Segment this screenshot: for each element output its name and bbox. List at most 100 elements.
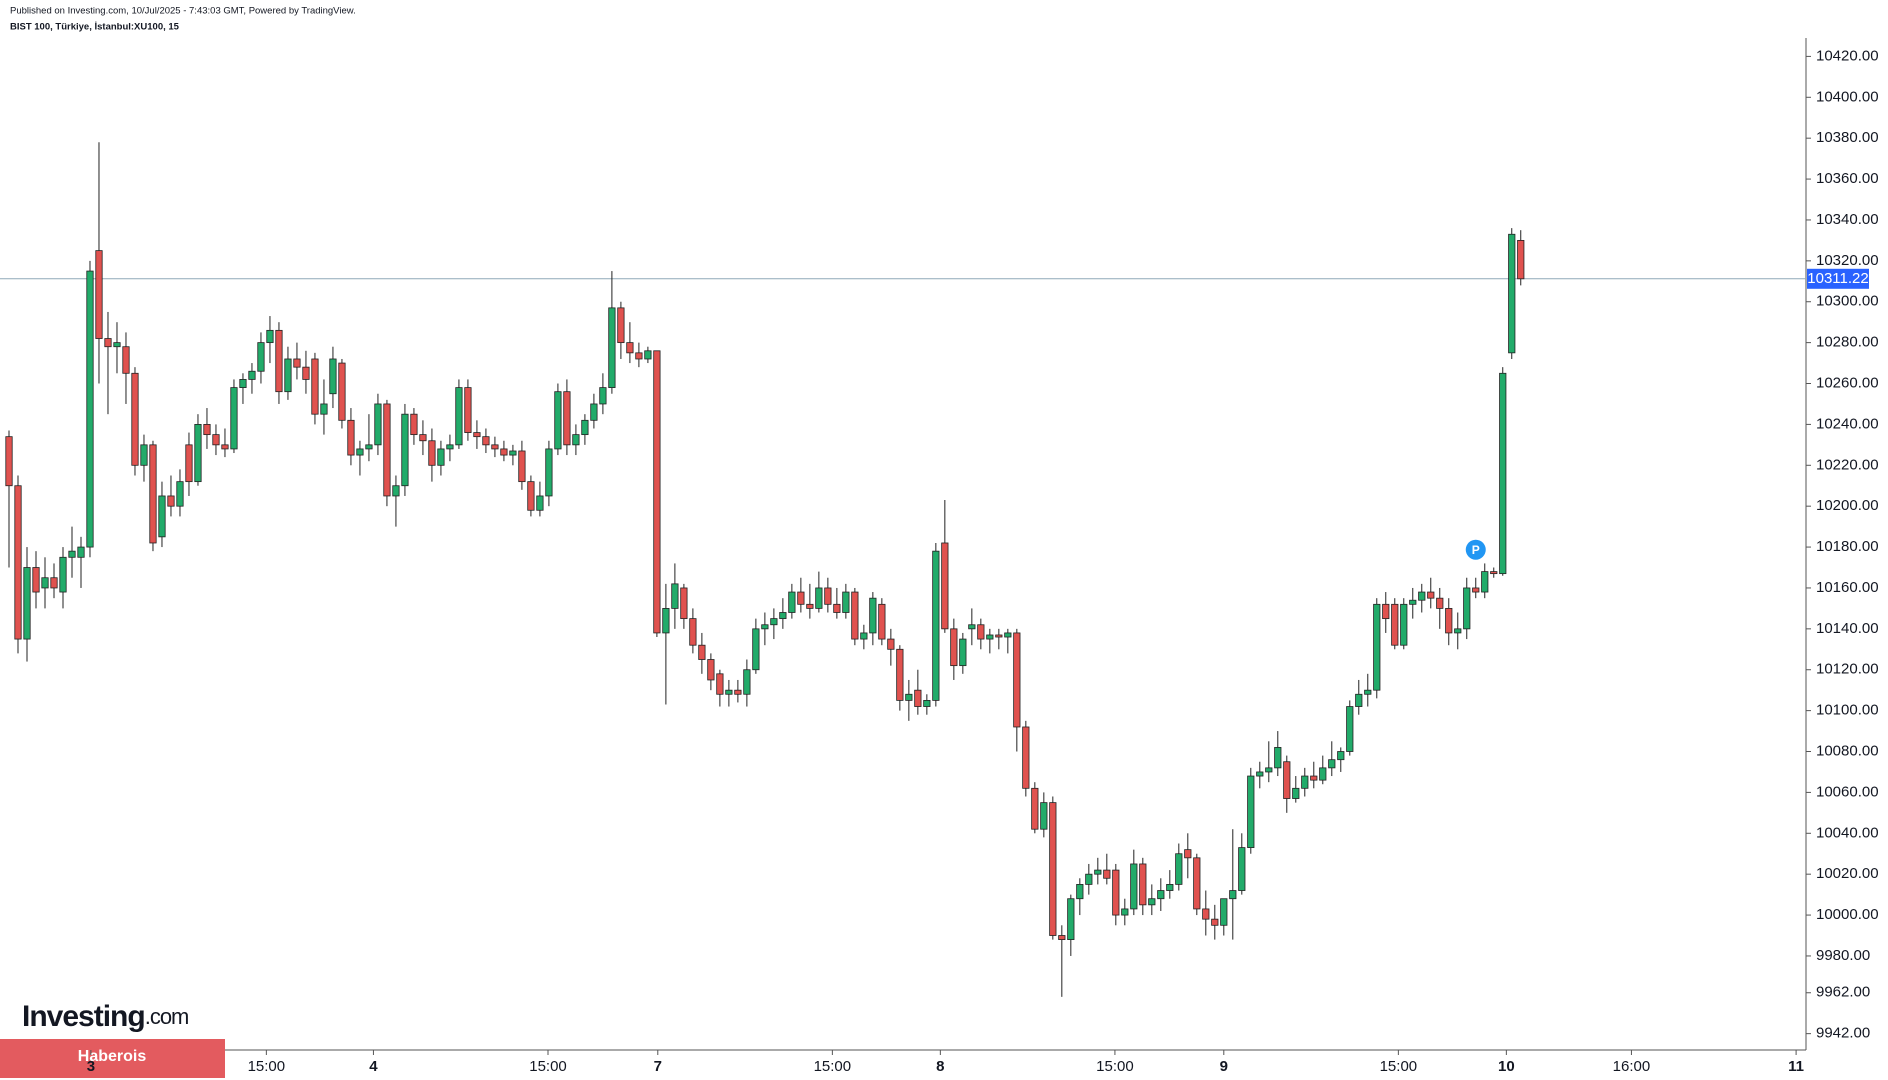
- candle-body: [626, 342, 634, 354]
- y-tick-label: 10060.00: [1816, 783, 1879, 800]
- candle-body: [68, 550, 76, 558]
- candle-body: [995, 634, 1003, 638]
- candle-body: [923, 700, 931, 707]
- candle-body: [176, 481, 184, 507]
- candle-body: [401, 413, 409, 487]
- candle-body: [1067, 898, 1075, 941]
- candle-body: [374, 403, 382, 446]
- candle-body: [59, 556, 67, 593]
- y-tick-label: 10340.00: [1816, 211, 1879, 228]
- x-tick-label: 9: [1220, 1058, 1228, 1075]
- candle-body: [1481, 571, 1489, 593]
- candle-body: [14, 485, 22, 640]
- x-tick-label: 4: [369, 1058, 378, 1075]
- candle-body: [941, 542, 949, 630]
- y-tick-label: 10420.00: [1816, 47, 1879, 64]
- candle-body: [329, 358, 337, 395]
- y-tick-label: 10400.00: [1816, 88, 1879, 105]
- candle-body: [878, 603, 886, 640]
- candle-body: [1490, 571, 1498, 575]
- candle-body: [266, 329, 274, 344]
- candle-body: [1139, 863, 1147, 906]
- candle-body: [1166, 884, 1174, 891]
- banner: Haberois: [78, 1048, 147, 1065]
- candle-body: [104, 338, 112, 348]
- candle-body: [1220, 898, 1228, 926]
- candle-body: [1031, 787, 1039, 830]
- candle-body: [761, 624, 769, 630]
- candle-body: [437, 448, 445, 466]
- candle-body: [1085, 873, 1093, 885]
- candle-body: [896, 648, 904, 701]
- candle-body: [158, 495, 166, 538]
- candle-body: [509, 450, 517, 456]
- candle-body: [545, 448, 553, 497]
- y-tick-label: 9980.00: [1816, 947, 1870, 964]
- candle-body: [1283, 761, 1291, 799]
- plot-area: P: [0, 142, 1806, 997]
- y-tick-label: 10000.00: [1816, 906, 1879, 923]
- y-tick-label: 10160.00: [1816, 579, 1879, 596]
- candle-body: [257, 342, 265, 372]
- candle-body: [743, 669, 751, 695]
- candle-body: [1112, 869, 1120, 916]
- y-tick-label: 10080.00: [1816, 742, 1879, 759]
- candle-body: [203, 423, 211, 436]
- candle-body: [185, 444, 193, 483]
- candle-body: [410, 413, 418, 436]
- y-tick-label: 10380.00: [1816, 129, 1879, 146]
- candle-body: [563, 391, 571, 446]
- y-tick-label: 10320.00: [1816, 252, 1879, 269]
- x-tick-label: 3: [87, 1058, 95, 1075]
- candle-body: [1265, 767, 1273, 773]
- candle-body: [230, 387, 238, 450]
- candle-body: [1013, 632, 1021, 728]
- watermark-brand: Investing.com: [22, 1000, 188, 1033]
- candle-body: [590, 403, 598, 421]
- candle-body: [365, 444, 373, 450]
- candle-body: [662, 608, 670, 634]
- candle-body: [977, 624, 985, 640]
- candle-body: [905, 693, 913, 701]
- candle-body: [950, 628, 958, 667]
- last-price-label: 10311.22: [1807, 270, 1868, 287]
- candle-body: [1004, 632, 1012, 638]
- y-tick-label: 10280.00: [1816, 334, 1879, 351]
- candle-body: [1472, 587, 1480, 593]
- y-tick-label: 9942.00: [1816, 1025, 1870, 1042]
- candle-body: [1202, 908, 1210, 920]
- candle-body: [707, 659, 715, 681]
- y-tick-label: 10020.00: [1816, 865, 1879, 882]
- candle-body: [698, 644, 706, 660]
- candle-body: [284, 358, 292, 393]
- candle-body: [95, 250, 103, 339]
- candle-body: [1040, 802, 1048, 830]
- candle-body: [1274, 747, 1282, 769]
- candle-body: [968, 624, 976, 630]
- candle-body: [860, 632, 868, 640]
- candle-body: [617, 307, 625, 344]
- candle-body: [1310, 775, 1318, 781]
- candle-body: [680, 587, 688, 620]
- candle-body: [1211, 918, 1219, 926]
- candle-body: [851, 591, 859, 640]
- marker: [1465, 539, 1486, 560]
- y-tick-label: 10260.00: [1816, 374, 1879, 391]
- candle-body: [419, 434, 427, 442]
- published-note: Published on Investing.com, 10/Jul/2025 …: [10, 6, 356, 17]
- candle-body: [1373, 603, 1381, 691]
- candle-body: [887, 638, 895, 650]
- last-price-tag: [1807, 268, 1869, 289]
- candle-body: [1148, 898, 1156, 906]
- candle-body: [788, 591, 796, 613]
- y-tick-label: 10120.00: [1816, 661, 1879, 678]
- candle-body: [581, 419, 589, 436]
- x-tick-label: 15:00: [814, 1058, 852, 1075]
- candle-body: [113, 342, 121, 348]
- candle-body: [644, 350, 652, 360]
- candle-body: [149, 444, 157, 544]
- y-tick-label: 9962.00: [1816, 984, 1870, 1001]
- candle-body: [320, 403, 328, 415]
- candle-body: [518, 450, 526, 483]
- candle-body: [5, 436, 13, 487]
